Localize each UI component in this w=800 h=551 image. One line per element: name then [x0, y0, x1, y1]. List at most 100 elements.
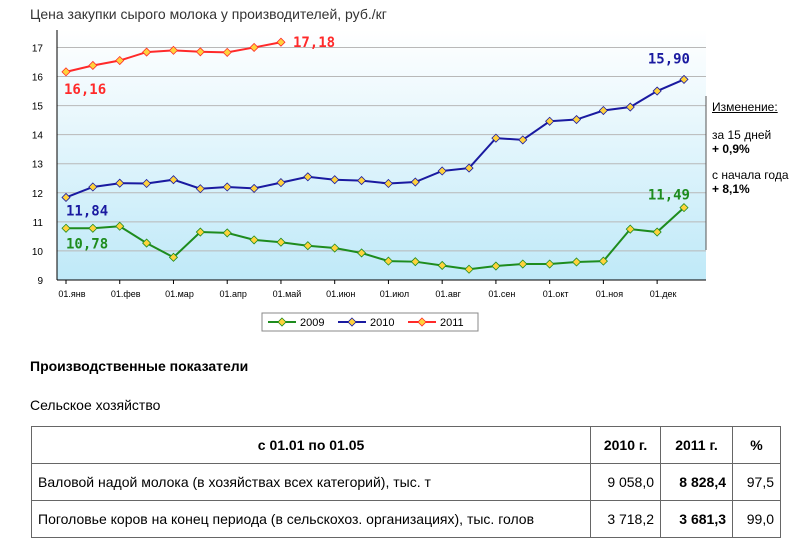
legend-swatch-marker-2009 [277, 317, 287, 327]
data-point-2010 [356, 176, 367, 186]
data-point-2011 [115, 55, 125, 66]
x-tick-label: 01.май [273, 289, 302, 299]
data-point-2009 [598, 256, 608, 266]
table-cell-percent: 99,0 [732, 500, 781, 538]
table-cell-2011: 3 681,3 [660, 500, 733, 538]
data-point-2009 [195, 227, 205, 237]
change-period2-label: с начала года [712, 168, 789, 182]
data-point-2010 [625, 102, 635, 112]
data-point-2011 [61, 67, 71, 77]
data-point-2009 [491, 261, 501, 271]
legend-label-2009: 2009 [300, 317, 324, 329]
legend-swatch-marker-2011 [417, 317, 427, 327]
data-point-2009 [168, 252, 179, 262]
table-header-2011: 2011 г. [660, 426, 733, 464]
x-tick-label: 01.сен [488, 289, 515, 299]
data-point-2011 [142, 47, 152, 57]
table-row: Поголовье коров на конец периода (в сель… [30, 500, 781, 538]
data-point-2010 [249, 183, 259, 193]
data-point-2011 [276, 37, 286, 47]
data-point-2010 [168, 175, 179, 185]
plot-area [57, 30, 706, 280]
data-label-2010-end: 15,90 [648, 51, 690, 67]
y-tick-label: 10 [32, 247, 44, 258]
data-point-2010 [383, 178, 394, 189]
line-chart: 9 10 11 12 13 14 15 16 17 01.янв 01.фев 01.мар 01.ап… [32, 30, 707, 332]
data-point-2010 [571, 114, 582, 125]
data-point-2009 [115, 221, 125, 231]
x-tick-label: 01.ноя [596, 289, 623, 299]
data-point-2010 [303, 172, 313, 182]
change-note-header: Изменение: [712, 100, 778, 114]
data-point-2011 [168, 45, 179, 55]
data-point-2011 [195, 47, 205, 57]
x-tick-label: 01.фев [111, 289, 141, 299]
y-tick-label: 16 [32, 73, 44, 84]
table-cell-2010: 3 718,2 [590, 500, 662, 538]
series-line-2010 [65, 78, 685, 199]
chart-title: Цена закупки сырого молока у производите… [30, 6, 387, 22]
data-label-2011-start: 16,16 [64, 82, 106, 98]
x-tick-label: 01.янв [58, 289, 85, 299]
table-header-2010: 2010 г. [590, 426, 662, 464]
data-point-2009 [356, 248, 367, 258]
section-title: Производственные показатели [30, 358, 249, 374]
data-point-2010 [598, 105, 608, 116]
legend-swatch-marker-2010 [347, 317, 357, 327]
data-point-2010 [222, 182, 232, 192]
change-period1-value: + 0,9% [712, 142, 750, 156]
x-tick-label: 01.мар [165, 289, 194, 299]
data-point-2009 [410, 257, 420, 267]
x-tick-label: 01.авг [435, 289, 461, 299]
change-period1-label: за 15 дней [712, 128, 772, 142]
table-cell-indicator: Поголовье коров на конец периода (в сель… [30, 500, 592, 538]
data-point-2010 [518, 135, 528, 145]
x-tick-label: 01.окт [543, 289, 569, 299]
data-point-2009 [276, 237, 286, 247]
y-tick-label: 9 [37, 276, 43, 287]
data-label-2009-end: 11,49 [648, 188, 690, 204]
y-tick-label: 13 [32, 160, 44, 171]
legend-box [261, 312, 479, 332]
data-point-2010 [491, 133, 501, 143]
data-point-2009 [464, 264, 474, 274]
table-cell-2010: 9 058,0 [590, 463, 662, 501]
data-point-2010 [88, 182, 98, 192]
table-header-row: с 01.01 по 01.05 2010 г. 2011 г. % [30, 426, 781, 464]
data-point-2009 [330, 243, 340, 253]
table-cell-indicator: Валовой надой молока (в хозяйствах всех … [30, 463, 592, 501]
data-point-2010 [679, 74, 689, 84]
y-tick-label: 17 [32, 43, 44, 54]
data-point-2009 [88, 223, 98, 233]
y-tick-label: 15 [32, 102, 44, 113]
y-tick-label: 14 [32, 131, 44, 142]
change-period2-value: + 8,1% [712, 182, 750, 196]
section-subtitle: Сельское хозяйство [30, 397, 161, 413]
data-point-2009 [437, 260, 447, 271]
legend-label-2010: 2010 [370, 317, 394, 329]
x-tick-label: 01.июл [380, 289, 409, 299]
change-note: Изменение: за 15 дней + 0,9% с начала го… [712, 100, 798, 208]
data-point-2010 [142, 178, 152, 189]
data-point-2009 [249, 235, 259, 245]
table-cell-percent: 97,5 [732, 463, 781, 501]
data-point-2009 [383, 256, 394, 266]
data-point-2010 [545, 116, 555, 126]
table-header-period: с 01.01 по 01.05 [30, 426, 592, 464]
data-point-2010 [276, 178, 286, 188]
legend-label-2011: 2011 [440, 317, 464, 329]
data-point-2009 [679, 203, 689, 213]
data-point-2009 [652, 227, 662, 237]
x-tick-label: 01.дек [650, 289, 677, 299]
data-point-2010 [652, 86, 662, 96]
table-cell-2011: 8 828,4 [660, 463, 733, 501]
data-point-2009 [61, 223, 71, 233]
x-tick-label: 01.июн [326, 289, 355, 299]
data-label-2011-end: 17,18 [293, 35, 335, 51]
table-row: Валовой надой молока (в хозяйствах всех … [30, 463, 781, 501]
x-tick-label: 01.апр [220, 289, 247, 299]
data-point-2010 [195, 184, 205, 194]
table-header-percent: % [732, 426, 781, 464]
series-line-2009 [66, 206, 685, 271]
data-point-2010 [61, 192, 71, 203]
